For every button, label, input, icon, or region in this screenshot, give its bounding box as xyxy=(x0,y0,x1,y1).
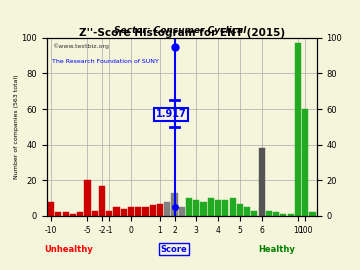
Text: 1.917: 1.917 xyxy=(156,109,186,119)
Bar xyxy=(91,211,98,216)
Bar xyxy=(106,211,112,216)
Bar xyxy=(143,207,149,216)
Bar xyxy=(244,207,250,216)
Text: Unhealthy: Unhealthy xyxy=(44,245,93,254)
Bar xyxy=(48,202,54,216)
Bar xyxy=(280,214,287,216)
Bar xyxy=(63,212,69,216)
Bar xyxy=(266,211,272,216)
Bar xyxy=(208,198,214,216)
Bar xyxy=(99,186,105,216)
Bar xyxy=(164,202,170,216)
Text: The Research Foundation of SUNY: The Research Foundation of SUNY xyxy=(52,59,159,64)
Bar xyxy=(113,207,120,216)
Y-axis label: Number of companies (563 total): Number of companies (563 total) xyxy=(14,75,19,179)
Bar xyxy=(309,212,315,216)
Bar xyxy=(193,200,199,216)
Bar xyxy=(84,180,90,216)
Bar xyxy=(186,198,192,216)
Title: Z''-Score Histogram for ENT (2015): Z''-Score Histogram for ENT (2015) xyxy=(79,28,285,38)
Bar xyxy=(201,202,207,216)
Bar xyxy=(230,198,236,216)
Bar xyxy=(128,207,134,216)
Bar xyxy=(70,214,76,216)
Bar xyxy=(302,109,308,216)
Bar xyxy=(295,43,301,216)
Bar xyxy=(157,204,163,216)
Bar xyxy=(179,207,185,216)
Bar xyxy=(215,200,221,216)
Bar xyxy=(288,214,294,216)
Text: Healthy: Healthy xyxy=(258,245,295,254)
Bar xyxy=(77,212,83,216)
Bar xyxy=(55,212,62,216)
Text: Sector: Consumer Cyclical: Sector: Consumer Cyclical xyxy=(114,26,246,35)
Bar xyxy=(273,212,279,216)
Bar xyxy=(171,193,177,216)
Bar xyxy=(251,211,257,216)
Text: ©www.textbiz.org: ©www.textbiz.org xyxy=(52,43,109,49)
Bar xyxy=(237,204,243,216)
Bar xyxy=(258,148,265,216)
Bar xyxy=(135,207,141,216)
Bar xyxy=(121,209,127,216)
Bar xyxy=(222,200,229,216)
Bar xyxy=(150,205,156,216)
Text: Score: Score xyxy=(160,245,187,254)
